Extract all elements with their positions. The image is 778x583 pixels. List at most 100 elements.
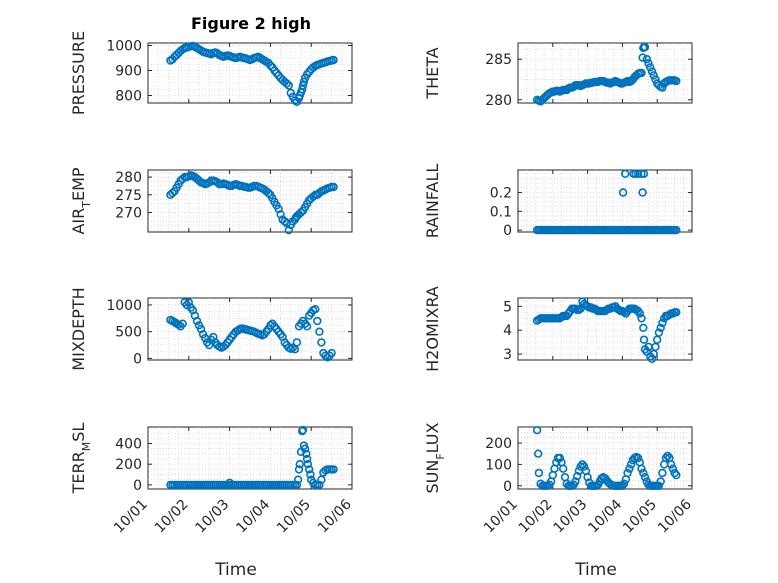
data-point	[315, 480, 324, 490]
data-point	[282, 79, 291, 88]
data-point	[302, 454, 312, 464]
data-point	[618, 188, 628, 197]
grid-lines	[518, 43, 692, 103]
y-tick-label: 280	[485, 93, 512, 109]
data-point	[298, 81, 308, 90]
y-axis-label-part: SUN	[423, 460, 442, 494]
data-point	[579, 462, 589, 471]
data-point	[637, 464, 646, 473]
data-point	[300, 444, 310, 453]
subplot-h2omixra: 3 4 5 H2OMIXRA	[423, 286, 693, 372]
data-point	[663, 451, 672, 461]
data-point	[266, 321, 275, 330]
data-point	[640, 473, 650, 482]
x-tick-label: 10/03	[551, 497, 591, 537]
data-point	[329, 55, 338, 65]
data-point	[661, 453, 671, 463]
y-tick-label: 1000	[106, 298, 142, 314]
data-point	[639, 169, 649, 179]
data-point	[656, 477, 665, 486]
data-point	[292, 338, 302, 347]
data-point	[639, 468, 648, 478]
y-axis-label: THETA	[423, 47, 442, 99]
data-point	[329, 182, 338, 192]
data-point	[572, 472, 582, 481]
data-point	[293, 475, 303, 484]
data-point	[298, 425, 308, 435]
data-point	[266, 61, 275, 70]
data-point	[305, 465, 314, 474]
data-point	[672, 225, 681, 235]
data-point	[644, 59, 653, 68]
y-axis-label-part: SL	[69, 423, 88, 442]
x-axis-label: Time	[574, 560, 617, 580]
y-axis-label-part: LUX	[423, 422, 442, 453]
data-point	[296, 208, 306, 217]
data-point	[303, 460, 313, 469]
data-point	[637, 169, 646, 179]
y-axis-label-part: TERR	[69, 451, 88, 494]
y-axis-label: SUNFLUX	[423, 422, 447, 493]
y-axis-label-part: EMP	[69, 167, 88, 201]
data-markers	[166, 171, 338, 235]
data-point	[558, 464, 568, 473]
data-point	[645, 63, 655, 72]
data-point	[327, 348, 336, 358]
data-point	[313, 316, 322, 326]
y-tick-label: 500	[115, 325, 142, 341]
x-tick-label: 10/04	[233, 496, 273, 536]
data-point	[317, 338, 326, 347]
subplot-air_temp: 270 275 280 AIRTEMP	[69, 167, 353, 235]
data-point	[672, 76, 681, 86]
data-point	[639, 335, 649, 344]
data-point	[642, 54, 651, 64]
data-point	[178, 319, 187, 328]
x-tick-label: 10/01	[481, 497, 521, 537]
data-point	[647, 354, 657, 363]
data-point	[302, 449, 311, 459]
data-point	[666, 460, 676, 469]
x-tick-label: 10/06	[655, 496, 695, 536]
y-axis-label: PRESSURE	[69, 31, 88, 115]
y-tick-label: 5	[503, 299, 512, 315]
data-point	[295, 460, 304, 469]
data-point	[225, 478, 234, 487]
data-point	[284, 81, 293, 90]
y-axis-label-part: PRESSURE	[69, 31, 88, 115]
grid-lines	[518, 170, 692, 232]
figure-title: Figure 2 high	[191, 14, 311, 33]
y-tick-label: 4	[503, 323, 512, 339]
y-tick-label: 100	[485, 457, 512, 473]
data-point	[571, 477, 580, 486]
y-tick-label: 0.1	[490, 204, 512, 220]
data-point	[637, 314, 646, 323]
data-point	[638, 53, 647, 62]
y-tick-label: 200	[115, 457, 142, 473]
data-point	[302, 322, 312, 331]
data-point	[619, 479, 629, 488]
data-point	[309, 192, 318, 201]
data-point	[625, 464, 634, 473]
y-axis-label: MIXDEPTH	[69, 287, 88, 370]
x-tick-label: 10/03	[193, 497, 233, 537]
data-point	[654, 328, 664, 337]
y-axis-label: TERRMSL	[69, 423, 93, 495]
y-tick-label: 0	[133, 351, 142, 367]
data-point	[656, 323, 665, 332]
data-point	[668, 464, 678, 473]
y-tick-label: 1000	[106, 39, 142, 55]
data-point	[317, 475, 326, 484]
data-point	[637, 68, 646, 78]
data-point	[555, 453, 564, 463]
data-point	[280, 217, 289, 226]
y-tick-label: 0	[133, 478, 142, 494]
y-tick-label: 3	[503, 347, 512, 363]
y-axis-label-part: AIR	[69, 208, 88, 235]
data-point	[299, 77, 309, 87]
subplot-terr_msl: 0 200 400 10/01 10/02 10/03 10/04 10/05 10/06 TER…	[69, 423, 355, 580]
data-point	[672, 308, 681, 317]
data-point	[670, 468, 679, 478]
